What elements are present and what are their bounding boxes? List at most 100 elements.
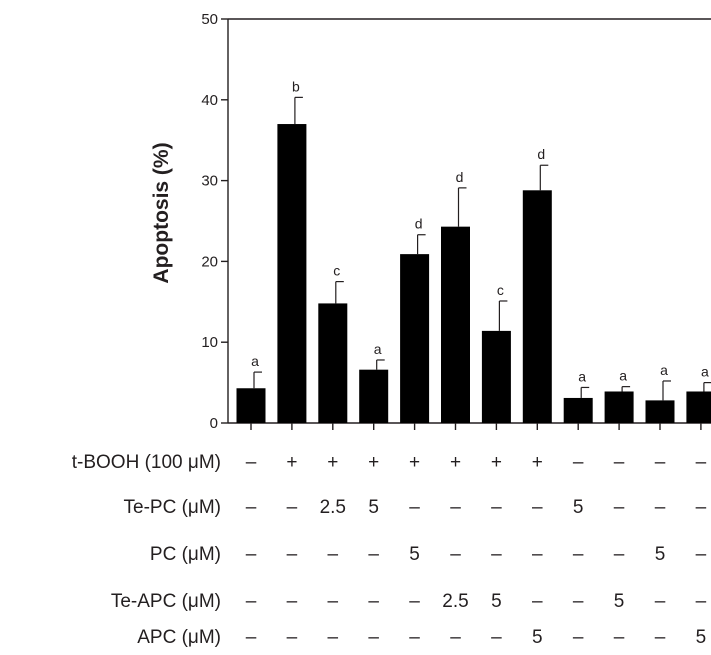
row-label: APC (μM) [137, 627, 221, 648]
table-cell: – [409, 591, 420, 612]
significance-letters: a b c a d d c d a a a a [251, 78, 709, 384]
significance-letter: c [333, 263, 340, 279]
table-cell: – [696, 497, 707, 518]
table-cell: – [573, 544, 584, 565]
significance-letter: a [251, 353, 259, 369]
table-cell: – [368, 627, 379, 648]
table-cell: 5 [409, 544, 420, 565]
table-cell: 5 [491, 591, 502, 612]
y-tick-label: 20 [201, 253, 218, 270]
significance-letter: d [456, 169, 464, 185]
table-cell: + [491, 452, 502, 473]
bar [563, 397, 593, 423]
table-cell: – [287, 544, 298, 565]
table-cell: – [409, 627, 420, 648]
bar [277, 124, 307, 423]
bar [318, 303, 348, 423]
table-cell: 2.5 [442, 591, 468, 612]
significance-letter: a [660, 362, 668, 378]
y-tick-label: 40 [201, 92, 218, 109]
table-cell: – [287, 497, 298, 518]
table-cell: – [655, 497, 666, 518]
table-cell: – [532, 591, 543, 612]
table-cell: – [409, 497, 420, 518]
table-cell: – [573, 627, 584, 648]
significance-letter: d [537, 146, 545, 162]
table-cell: – [491, 544, 502, 565]
bars [236, 124, 711, 423]
table-cell: – [614, 544, 625, 565]
table-cell: – [696, 591, 707, 612]
significance-letter: a [619, 368, 627, 384]
table-cell: – [328, 627, 339, 648]
bar [236, 388, 266, 423]
bar [645, 400, 675, 423]
table-cell: + [450, 452, 461, 473]
bar [359, 369, 389, 423]
table-cell: – [328, 591, 339, 612]
significance-letter: a [578, 368, 586, 384]
y-tick-label: 30 [201, 173, 218, 190]
row-label: Te-PC (μM) [124, 497, 222, 518]
table-cell: + [409, 452, 420, 473]
table-cell: – [246, 627, 257, 648]
table-cell: – [328, 544, 339, 565]
table-cell: – [450, 544, 461, 565]
table-cell: – [368, 591, 379, 612]
y-axis-title: Apoptosis (%) [150, 142, 173, 283]
bar [400, 254, 430, 423]
table-cell: – [614, 627, 625, 648]
table-cell: 5 [655, 544, 666, 565]
table-cell: 5 [614, 591, 625, 612]
table-cell: – [287, 591, 298, 612]
axes: 0 10 20 30 40 50 [201, 11, 711, 432]
table-cell: 5 [696, 627, 707, 648]
table-cell: – [450, 497, 461, 518]
y-tick-label: 10 [201, 334, 218, 351]
error-bars [253, 96, 711, 401]
table-cell: – [614, 497, 625, 518]
bar [481, 330, 511, 423]
table-cell: – [696, 452, 707, 473]
table-cell: 5 [573, 497, 584, 518]
table-cell: – [287, 627, 298, 648]
bar [441, 226, 470, 423]
y-tick-label: 50 [201, 11, 218, 28]
table-cell: + [327, 452, 338, 473]
row-label: Te-APC (μM) [111, 591, 221, 612]
row-label: t-BOOH (100 μM) [72, 452, 221, 473]
table-cell: + [532, 452, 543, 473]
table-cell: – [532, 544, 543, 565]
table-cell: + [286, 452, 297, 473]
table-cell: – [246, 591, 257, 612]
table-cell: + [368, 452, 379, 473]
bar [522, 190, 552, 423]
table-cell: 5 [368, 497, 379, 518]
significance-letter: b [292, 78, 300, 94]
table-cell: 2.5 [320, 497, 346, 518]
table-cell: – [573, 591, 584, 612]
bar [686, 391, 711, 423]
y-tick-label: 0 [210, 415, 218, 432]
row-label: PC (μM) [150, 544, 221, 565]
table-cell: – [655, 452, 666, 473]
table-cell: – [655, 627, 666, 648]
table-cell: – [491, 627, 502, 648]
table-cell: – [696, 544, 707, 565]
table-cell: – [532, 497, 543, 518]
table-cell: – [246, 544, 257, 565]
table-cell: – [246, 497, 257, 518]
treatment-table: t-BOOH (100 μM) – + + + + + + + – – – – Te-PC (μM) – – 2… [72, 452, 707, 648]
significance-letter: c [497, 282, 504, 298]
table-cell: 5 [532, 627, 543, 648]
significance-letter: d [415, 216, 423, 232]
significance-letter: a [701, 364, 709, 380]
table-cell: – [491, 497, 502, 518]
table-cell: – [246, 452, 257, 473]
table-cell: – [614, 452, 625, 473]
table-cell: – [450, 627, 461, 648]
significance-letter: a [374, 341, 382, 357]
table-cell: – [655, 591, 666, 612]
